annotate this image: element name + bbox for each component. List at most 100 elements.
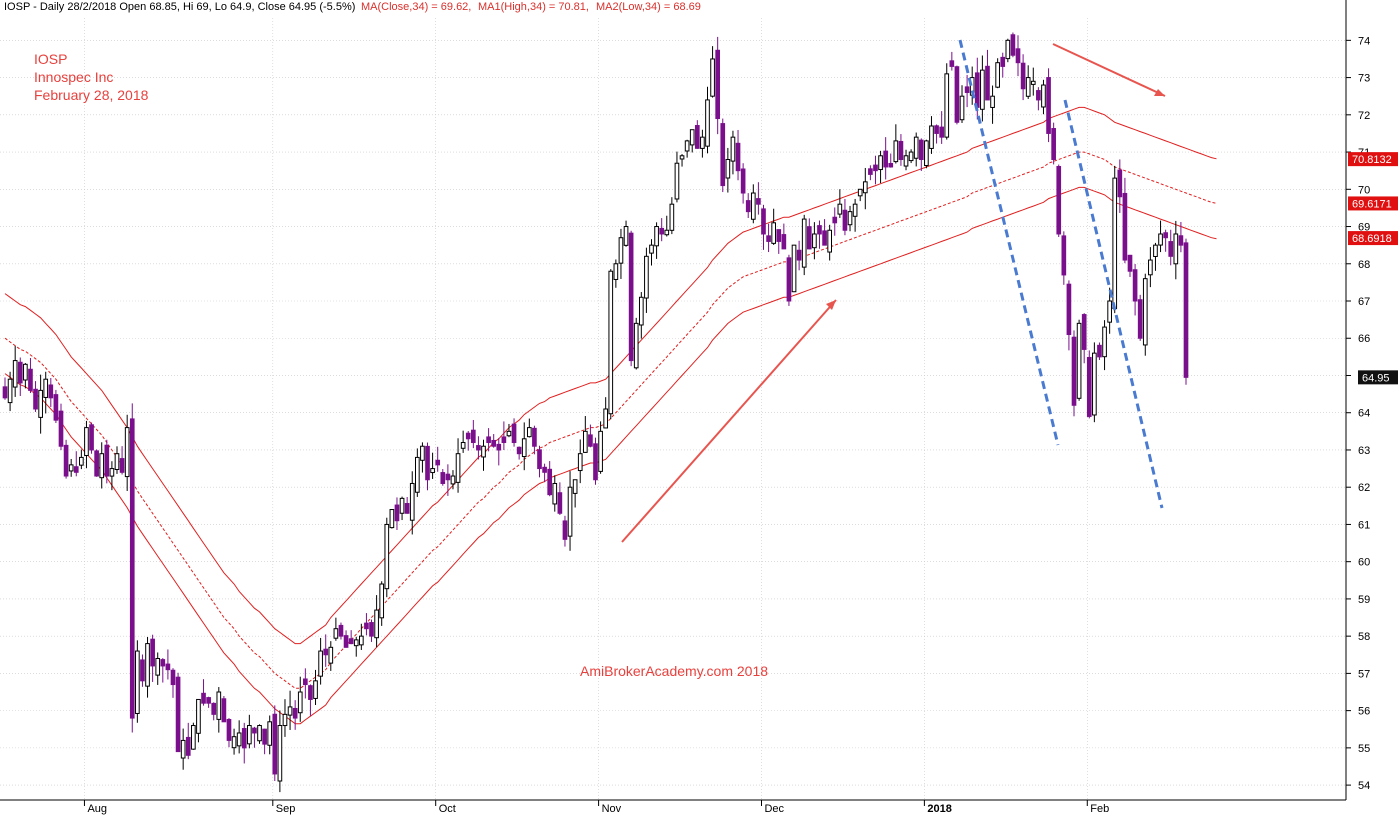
value-tag-box [1348,196,1398,211]
candle [598,421,603,474]
candle-body [781,234,787,250]
candle-body [211,702,217,715]
candle-body [1041,84,1046,108]
candle-body [73,466,79,473]
candle [1066,280,1072,351]
candle-body [776,229,782,242]
candle-body [562,520,568,540]
candle [491,434,497,448]
candle [679,154,685,167]
candle-body [506,430,512,437]
candle-body [883,150,888,168]
candle-body [715,49,721,120]
candle-body [191,725,196,750]
candle-body [236,732,242,747]
candle [1000,52,1006,78]
candle-body [262,728,267,745]
date-tick-label: Sep [276,803,296,815]
candle-body [7,378,13,404]
candle [114,446,120,474]
candle [694,120,700,149]
candle [348,630,354,645]
candle-body [359,635,364,646]
candle-body [888,162,894,168]
candle [857,188,863,202]
candle-body [89,424,94,451]
candle-body [277,725,283,782]
candle-body [847,211,853,226]
candle [618,228,624,279]
price-axis: 5455565758596061626364656667686970717273… [1345,0,1370,800]
candle-body [318,650,323,677]
value-tag-label: 68.6918 [1352,233,1392,245]
candle [196,698,201,743]
candle-body [908,151,914,162]
candle [384,517,390,598]
candle [84,420,89,469]
candle [638,292,644,339]
ma-close-line [4,151,1217,689]
candle-body [384,523,390,590]
candle [241,722,247,764]
candle-body [1056,166,1062,235]
candle-body [1005,39,1011,60]
candle [109,461,115,491]
candle-body [481,445,486,458]
candle [990,85,995,124]
candle [908,149,914,164]
candle [669,197,675,235]
candle-body [974,72,980,108]
candle-body [613,263,619,280]
candle-body [679,155,685,160]
candle [837,189,843,218]
price-tick-label: 73 [1358,73,1370,85]
candle [7,371,13,412]
price-tick-label: 60 [1358,557,1370,569]
price-tick-label: 56 [1358,706,1370,718]
candle [1092,342,1097,423]
candle-body [852,203,858,217]
candle-body [257,725,262,742]
candle [94,449,99,477]
candle-body [521,438,527,458]
candle-body [750,192,756,220]
candle-body [929,125,934,149]
candle-body [196,698,201,734]
candle-body [796,249,802,261]
candle-body [995,62,1000,88]
price-tick-label: 58 [1358,631,1370,643]
candle [628,230,634,367]
candle-body [135,650,140,714]
candle [435,446,441,472]
candle [48,377,54,408]
candle [282,699,288,737]
annotation-company: Innospec Inc [34,69,113,85]
candle-body [689,129,695,146]
candle [379,581,385,626]
candle [506,423,512,438]
candle [827,224,832,261]
candle-body [761,208,766,235]
gridlines [0,18,1346,800]
candle [38,374,43,434]
candle [980,55,985,122]
candle-body [669,203,675,231]
candle [496,438,502,466]
annotation-symbol: IOSP [34,51,67,67]
candle [532,425,537,455]
candle [750,184,756,224]
candle [898,134,904,166]
candle [252,726,257,748]
candle [567,471,573,551]
candle [903,149,909,171]
candle [806,218,812,250]
candle-body [740,168,746,194]
candle [450,470,456,490]
candle-body [379,583,385,619]
candle-body [160,659,166,667]
uptrend-arrow [621,299,837,543]
candle-body [12,360,18,388]
price-tick-label: 74 [1358,35,1370,47]
candle-body [338,624,344,637]
candle-body [303,678,308,686]
